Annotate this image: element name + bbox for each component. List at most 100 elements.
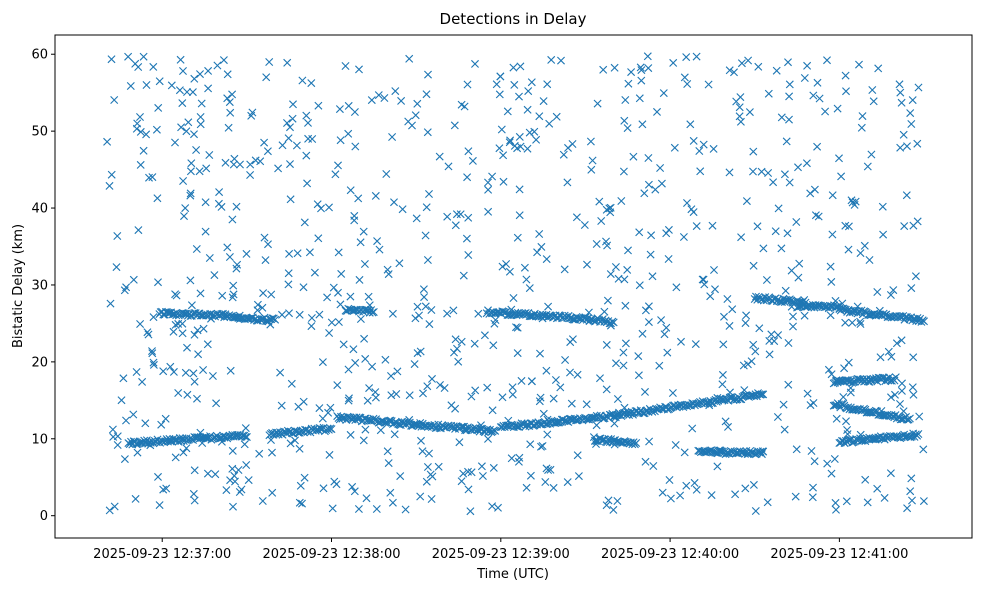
data-point <box>360 334 369 343</box>
data-point <box>810 185 819 194</box>
data-point <box>354 505 363 513</box>
data-point <box>350 487 359 496</box>
data-point <box>122 283 131 292</box>
data-point <box>196 70 204 79</box>
data-point <box>203 340 212 349</box>
data-point <box>858 112 867 121</box>
data-point <box>549 483 558 492</box>
data-point <box>262 73 271 82</box>
data-point <box>346 292 355 301</box>
data-point <box>688 424 697 433</box>
data-point <box>330 477 339 486</box>
data-point <box>303 179 312 188</box>
data-point <box>194 350 203 359</box>
data-point <box>277 401 286 410</box>
data-point <box>606 203 615 212</box>
data-point <box>368 308 377 317</box>
data-point <box>906 487 915 496</box>
data-point <box>371 191 380 200</box>
data-point <box>491 316 500 324</box>
data-point <box>169 367 178 376</box>
data-point <box>643 52 652 61</box>
data-point <box>769 178 778 187</box>
data-point <box>416 492 425 501</box>
data-point <box>145 173 153 182</box>
data-point <box>186 276 195 285</box>
data-point <box>507 454 516 463</box>
data-point <box>344 129 353 138</box>
data-point <box>224 123 233 132</box>
data-point <box>823 56 831 65</box>
data-point <box>695 147 704 155</box>
data-point <box>527 377 536 386</box>
data-point <box>317 204 325 213</box>
data-point <box>339 340 348 349</box>
data-point <box>828 230 837 239</box>
data-point <box>536 349 544 358</box>
data-point <box>489 341 498 350</box>
data-point <box>459 469 468 478</box>
data-point <box>139 52 148 61</box>
data-point <box>638 329 647 338</box>
data-point <box>542 255 551 264</box>
data-point <box>382 170 391 178</box>
data-point <box>154 472 162 481</box>
data-point <box>411 314 420 323</box>
data-point <box>327 318 336 327</box>
data-point <box>237 485 246 494</box>
data-point <box>841 318 850 327</box>
data-point <box>496 72 505 81</box>
data-point <box>122 416 130 425</box>
data-point <box>228 446 237 455</box>
data-point <box>126 82 135 90</box>
data-point <box>132 124 141 133</box>
data-point <box>152 125 161 134</box>
data-point <box>668 389 677 397</box>
data-point <box>348 482 357 491</box>
data-point <box>186 189 195 198</box>
data-point <box>329 283 338 292</box>
data-point <box>771 227 780 236</box>
data-point <box>231 477 239 486</box>
data-point <box>367 96 376 105</box>
data-point <box>526 471 535 480</box>
data-point <box>903 504 912 513</box>
data-point <box>561 356 570 364</box>
data-point <box>897 336 906 345</box>
data-point <box>144 330 153 339</box>
data-point <box>133 448 142 457</box>
data-point <box>523 105 532 114</box>
data-point <box>496 423 505 432</box>
data-point <box>192 146 201 154</box>
data-point <box>401 505 410 514</box>
data-point <box>720 312 728 321</box>
data-point <box>180 212 188 221</box>
data-point <box>880 493 889 502</box>
data-point <box>190 330 199 339</box>
data-point <box>546 465 555 474</box>
data-point <box>298 499 306 508</box>
data-point <box>513 323 522 332</box>
data-point <box>824 365 833 374</box>
data-point <box>373 237 382 246</box>
data-point <box>187 301 196 310</box>
data-point <box>315 404 324 413</box>
data-point <box>749 167 757 176</box>
data-point <box>261 256 270 265</box>
data-point <box>591 436 600 445</box>
data-point <box>228 90 237 99</box>
data-point <box>868 86 877 94</box>
data-point <box>440 384 449 392</box>
data-point <box>217 202 226 211</box>
data-point <box>136 320 145 328</box>
data-point <box>563 178 572 187</box>
data-point <box>785 80 794 89</box>
data-point <box>157 420 166 429</box>
data-point <box>183 343 191 352</box>
data-point <box>515 92 523 101</box>
data-point <box>412 214 421 223</box>
data-point <box>286 123 294 132</box>
y-tick-label: 40 <box>31 202 48 217</box>
data-point <box>687 205 696 214</box>
